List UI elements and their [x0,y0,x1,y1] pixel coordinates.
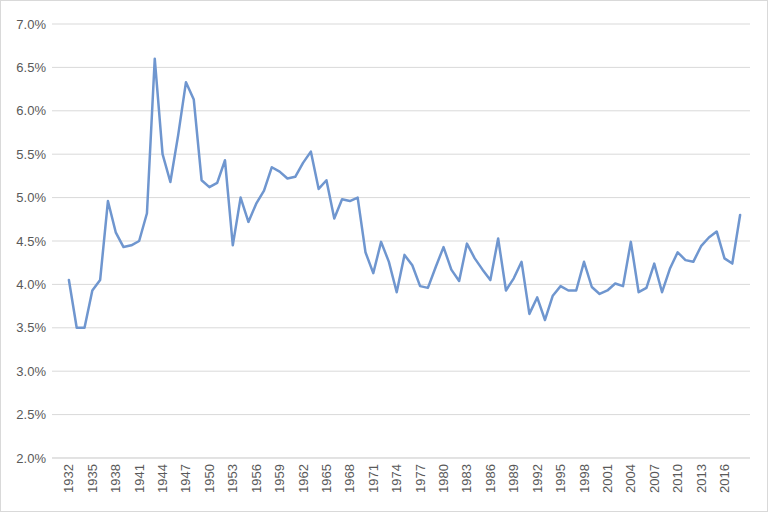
data-line [69,59,740,328]
x-tick-label: 1974 [389,464,404,493]
x-tick-label: 1956 [249,464,264,493]
y-tick-label: 2.5% [16,407,46,422]
x-tick-label: 1941 [132,464,147,493]
grid-line [52,24,750,25]
plot-area [69,59,740,328]
grid-line [52,371,750,372]
grid-line [52,284,750,285]
y-tick-label: 6.0% [16,103,46,118]
y-tick-label: 3.5% [16,320,46,335]
x-axis: 1932 1935 1938 1941 1944 1947 1950 1953 1956 1959… [61,464,732,493]
x-tick-label: 2007 [647,464,662,493]
x-tick-label: 2010 [670,464,685,493]
y-tick-label: 4.5% [16,234,46,249]
y-axis: 2.0% 2.5% 3.0% 3.5% 4.0% 4.5% 5.0% 5.5% 6.0% 6.5%… [16,17,750,466]
x-tick-label: 1944 [155,464,170,493]
grid-line [52,110,750,111]
x-tick-label: 1938 [108,464,123,493]
y-tick-label: 3.0% [16,364,46,379]
x-tick-label: 1953 [225,464,240,493]
x-tick-label: 1995 [553,464,568,493]
grid-line [52,414,750,415]
x-tick-label: 1992 [530,464,545,493]
x-tick-label: 2004 [623,464,638,493]
grid-line [52,241,750,242]
y-tick-label: 6.5% [16,60,46,75]
grid-line [52,327,750,328]
x-tick-label: 1983 [459,464,474,493]
x-tick-label: 1980 [436,464,451,493]
x-tick-label: 1959 [272,464,287,493]
y-tick-label: 7.0% [16,17,46,32]
x-axis-line [52,458,750,459]
y-tick-label: 4.0% [16,277,46,292]
grid-line [52,458,750,459]
y-tick-label: 2.0% [16,451,46,466]
x-tick-label: 1989 [506,464,521,493]
x-tick-label: 1935 [85,464,100,493]
x-tick-label: 1962 [296,464,311,493]
x-tick-label: 1950 [202,464,217,493]
x-tick-label: 2001 [600,464,615,493]
x-tick-label: 1977 [413,464,428,493]
y-tick-label: 5.0% [16,190,46,205]
x-tick-label: 2016 [717,464,732,493]
x-tick-label: 2013 [694,464,709,493]
chart: 2.0% 2.5% 3.0% 3.5% 4.0% 4.5% 5.0% 5.5% 6.0% 6.5%… [0,0,768,512]
chart-border [1,1,768,512]
x-tick-label: 1947 [178,464,193,493]
x-tick-label: 1968 [342,464,357,493]
x-tick-label: 1971 [366,464,381,493]
grid-line [52,154,750,155]
y-tick-label: 5.5% [16,147,46,162]
x-tick-label: 1986 [483,464,498,493]
grid-line [52,197,750,198]
x-tick-label: 1998 [577,464,592,493]
x-tick-label: 1932 [61,464,76,493]
x-tick-label: 1965 [319,464,334,493]
